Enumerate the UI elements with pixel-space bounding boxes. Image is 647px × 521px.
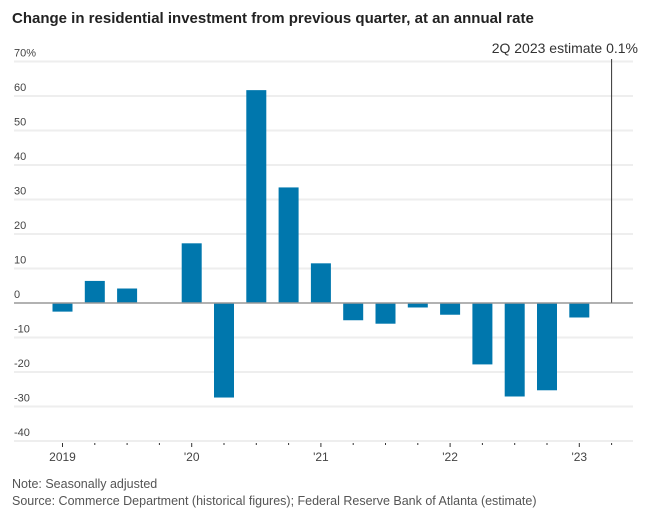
y-tick-label: 50 [14, 117, 26, 129]
bar-chart: 70% 60 50 40 30 20 10 0 -10 -20 -30 -40 2019 '20 '21 '2… [14, 40, 638, 464]
y-tick-label: 0 [14, 289, 20, 301]
y-tick-label: -10 [14, 324, 30, 336]
y-tick-label: 60 [14, 82, 26, 94]
annotation-label: 2Q 2023 estimate 0.1% [492, 40, 638, 56]
bar [310, 263, 331, 303]
bar [440, 303, 461, 315]
y-tick-label: -20 [14, 358, 30, 370]
bar [52, 303, 73, 312]
bar [117, 288, 138, 303]
bar [181, 243, 202, 303]
bar [537, 303, 557, 391]
bar [214, 303, 234, 398]
y-tick-label: 30 [14, 186, 26, 198]
bar [246, 90, 267, 303]
bar [504, 303, 525, 397]
x-tick-label: '22 [442, 450, 458, 464]
bar [569, 303, 590, 318]
bar [343, 303, 364, 321]
y-tick-label: 10 [14, 255, 26, 267]
x-tick-label: '20 [184, 450, 200, 464]
bar [472, 303, 493, 365]
x-tick-label: '21 [313, 450, 329, 464]
bar [375, 303, 396, 324]
x-tick-label: '23 [571, 450, 587, 464]
bar [407, 303, 428, 308]
y-tick-label: -30 [14, 393, 30, 405]
chart-source: Source: Commerce Department (historical … [12, 494, 537, 508]
y-tick-label: 40 [14, 151, 26, 163]
y-tick-label: 20 [14, 220, 26, 232]
y-tick-label: 70% [14, 48, 36, 60]
bar [84, 280, 105, 303]
chart-note: Note: Seasonally adjusted [12, 477, 158, 491]
chart-title: Change in residential investment from pr… [12, 10, 534, 27]
x-tick-label: 2019 [49, 450, 76, 464]
bar [278, 187, 299, 303]
y-tick-label: -40 [14, 427, 30, 439]
